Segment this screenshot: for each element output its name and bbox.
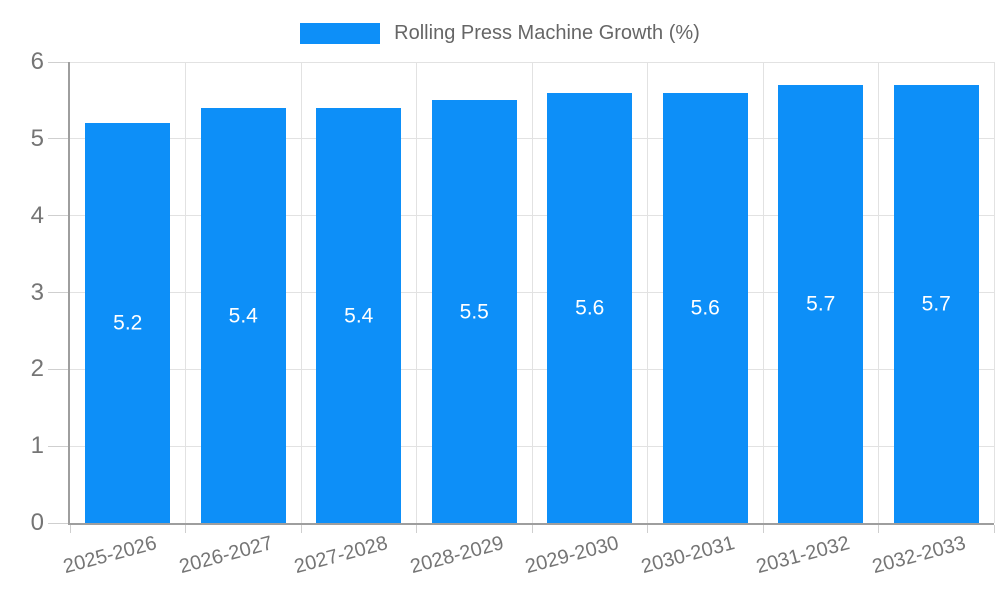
y-tick-label: 6 bbox=[30, 48, 44, 75]
y-tick-mark bbox=[48, 215, 68, 217]
x-tick-mark bbox=[185, 525, 186, 533]
bar[interactable]: 5.7 bbox=[778, 85, 864, 523]
x-tick-mark bbox=[993, 525, 995, 533]
legend[interactable]: Rolling Press Machine Growth (%) bbox=[0, 21, 1000, 45]
x-tick-label: 2025-2026 bbox=[61, 532, 160, 579]
bar[interactable]: 5.4 bbox=[200, 108, 286, 523]
y-tick-mark bbox=[48, 292, 68, 293]
x-tick-label: 2027-2028 bbox=[292, 532, 391, 579]
x-tick-mark bbox=[762, 525, 764, 533]
y-tick-label: 3 bbox=[30, 278, 44, 306]
y-tick-label: 0 bbox=[30, 509, 44, 536]
x-gridline bbox=[185, 62, 186, 523]
x-gridline bbox=[762, 62, 764, 523]
bar-value-label: 5.6 bbox=[575, 296, 605, 320]
x-gridline bbox=[416, 62, 417, 523]
bar[interactable]: 5.4 bbox=[316, 108, 402, 523]
y-tick-mark bbox=[48, 445, 68, 447]
bar-value-label: 5.7 bbox=[921, 292, 951, 316]
y-tick-label: 5 bbox=[30, 124, 44, 152]
legend-swatch-icon bbox=[300, 22, 381, 44]
x-tick-label: 2031-2032 bbox=[754, 532, 853, 579]
bar-value-label: 5.5 bbox=[459, 300, 489, 324]
bar-value-label: 5.2 bbox=[113, 311, 143, 335]
y-tick-mark bbox=[48, 368, 68, 370]
plot-area: 0 1 2 3 4 5 6 5.2 2025-2026 5.4 2026-2027 5.4 2027-2… bbox=[31, 50, 995, 578]
y-tick-label: 4 bbox=[30, 201, 44, 229]
x-tick-mark bbox=[416, 525, 417, 533]
x-gridline bbox=[878, 62, 879, 523]
y-tick-mark bbox=[48, 61, 68, 63]
x-tick-label: 2030-2031 bbox=[638, 532, 737, 579]
x-tick-label: 2026-2027 bbox=[176, 532, 275, 579]
y-tick-mark bbox=[48, 138, 68, 140]
x-tick-mark bbox=[69, 525, 71, 533]
x-gridline bbox=[300, 62, 302, 523]
legend-label: Rolling Press Machine Growth (%) bbox=[394, 21, 700, 44]
bar[interactable]: 5.2 bbox=[85, 123, 171, 523]
y-tick-mark bbox=[48, 522, 68, 524]
bar-value-label: 5.4 bbox=[344, 304, 374, 328]
x-tick-mark bbox=[531, 525, 533, 533]
bar[interactable]: 5.6 bbox=[662, 92, 748, 523]
x-gridline bbox=[993, 62, 995, 523]
bar-value-label: 5.6 bbox=[690, 296, 720, 320]
x-gridline bbox=[531, 62, 533, 523]
bar[interactable]: 5.5 bbox=[431, 100, 517, 523]
y-tick-label: 2 bbox=[30, 355, 44, 383]
x-tick-mark bbox=[647, 525, 648, 533]
x-tick-label: 2032-2033 bbox=[869, 532, 968, 579]
bar-value-label: 5.4 bbox=[228, 304, 258, 328]
x-tick-label: 2029-2030 bbox=[523, 532, 622, 579]
bar-value-label: 5.7 bbox=[806, 292, 836, 316]
x-gridline bbox=[647, 62, 648, 523]
bar[interactable]: 5.6 bbox=[547, 92, 633, 523]
x-tick-mark bbox=[878, 525, 879, 533]
x-tick-label: 2028-2029 bbox=[407, 532, 506, 579]
bar[interactable]: 5.7 bbox=[893, 85, 979, 523]
y-tick-label: 1 bbox=[30, 432, 44, 460]
x-tick-mark bbox=[300, 525, 302, 533]
